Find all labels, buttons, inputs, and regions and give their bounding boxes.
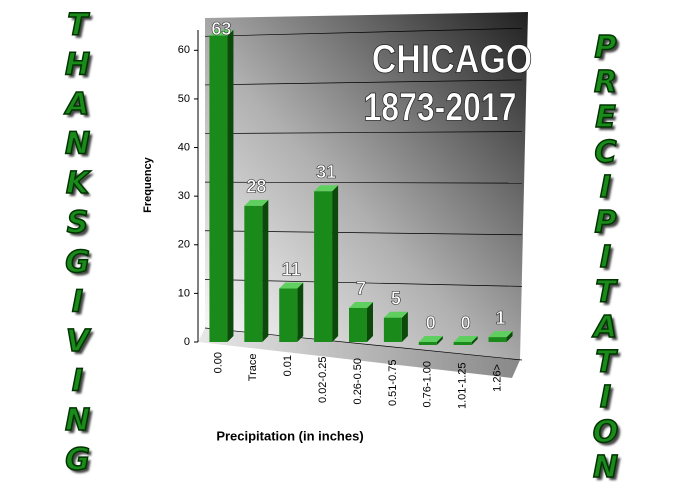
y-tick-label: 20 [178, 239, 190, 251]
left-banner: THANKSGIVING [59, 7, 96, 483]
y-tick-label: 10 [178, 287, 190, 299]
x-tick-label: 0.00 [212, 352, 224, 373]
bar-side [367, 301, 373, 342]
right-banner: PRECIPITATION [587, 29, 624, 485]
value-label: 63 [211, 19, 231, 39]
chart-title: CHICAGO [372, 36, 533, 81]
bar-side [506, 331, 513, 342]
bar [418, 342, 437, 345]
bar-top [209, 29, 234, 36]
value-label: 0 [461, 313, 471, 333]
bar-top [314, 185, 339, 192]
chart-subtitle: 1873-2017 [363, 84, 516, 129]
y-axis-title: Frequency [142, 156, 154, 213]
bar [244, 205, 263, 342]
y-tick-label: 40 [178, 141, 190, 153]
bar-top [244, 199, 269, 206]
value-label: 0 [426, 313, 436, 333]
bar [209, 35, 228, 342]
bar-top [488, 331, 513, 338]
x-tick-label: 0.02-0.25 [317, 357, 329, 403]
value-label: 11 [282, 259, 301, 279]
bar [279, 288, 298, 342]
bar-top [279, 282, 304, 289]
back-wall [205, 12, 528, 360]
bar [383, 317, 402, 342]
bar-side [332, 185, 339, 342]
grid-line [204, 181, 523, 184]
x-tick-label: 0.26-0.50 [352, 358, 364, 404]
bar-side [262, 199, 269, 342]
value-label: 5 [391, 288, 401, 308]
value-label: 1 [496, 308, 506, 328]
grid-line [204, 27, 523, 37]
bar-top [418, 336, 443, 342]
x-tick-label: Trace [247, 354, 259, 382]
x-axis-title: Precipitation (in inches) [216, 428, 363, 443]
y-tick-label: 30 [178, 190, 190, 202]
bar-side [436, 336, 443, 345]
value-label: 28 [246, 177, 266, 197]
value-label: 31 [316, 162, 336, 182]
bar-side [471, 336, 478, 345]
x-tick-label: 0.76-1.00 [422, 361, 434, 407]
bar-side [227, 29, 234, 342]
bar [349, 307, 367, 342]
x-tick-label: 0.01 [282, 355, 294, 376]
y-tick-label: 0 [184, 336, 190, 348]
value-label: 7 [356, 279, 366, 299]
bar [453, 342, 472, 345]
bar-top [453, 336, 478, 342]
bar-side [297, 282, 304, 342]
y-tick-label: 50 [178, 93, 190, 105]
grid-line [204, 131, 523, 134]
bar [488, 337, 507, 342]
bar-side [401, 311, 408, 342]
bar-top [383, 311, 408, 318]
y-tick-label: 60 [178, 44, 190, 56]
x-tick-label: 0.51-0.75 [387, 360, 399, 406]
bar [314, 191, 333, 342]
floor [198, 328, 520, 378]
x-tick-label: 1.26> [491, 364, 503, 392]
grid-line [204, 79, 523, 86]
bar-top [349, 301, 373, 308]
x-tick-label: 1.01-1.25 [457, 363, 469, 409]
chart: CHICAGO 1873-2017 Frequency Precipitatio… [142, 12, 533, 443]
